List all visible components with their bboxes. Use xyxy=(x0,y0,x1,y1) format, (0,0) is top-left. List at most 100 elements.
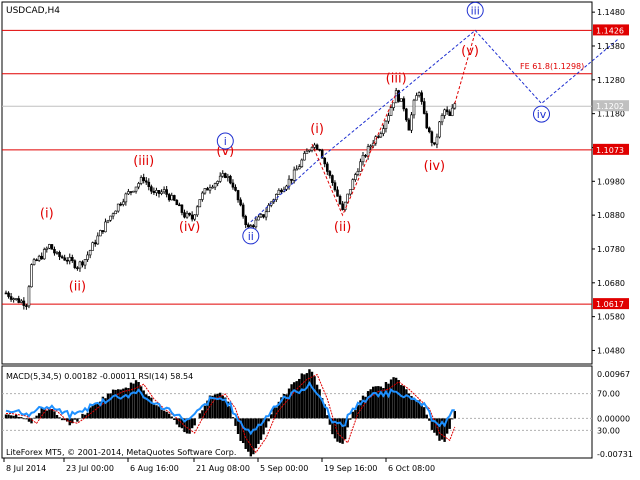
candle-body xyxy=(218,175,222,182)
candle-body xyxy=(55,252,59,254)
candle-body xyxy=(445,109,449,113)
candle-body xyxy=(175,199,179,206)
time-label-5: 19 Sep 16:00 xyxy=(324,464,377,473)
candle-body xyxy=(193,214,196,220)
candle-body xyxy=(91,242,94,251)
candle-body xyxy=(308,149,311,152)
candle-body xyxy=(389,107,393,116)
red-wave-label-0: (i) xyxy=(40,207,54,222)
blue-wave-circle-1 xyxy=(242,227,260,245)
wave-labels: (i)(ii)(iii)(iv)(v)(i)(ii)(iii)(iv)(v)ii… xyxy=(40,1,550,294)
blue-wave-label-3: iv xyxy=(537,108,547,121)
candle-body xyxy=(438,121,441,138)
candle-body xyxy=(50,244,54,250)
candle-body xyxy=(124,193,128,203)
candle-body xyxy=(224,173,227,178)
candle-body xyxy=(254,219,258,228)
candle-body xyxy=(410,114,413,131)
candle-body xyxy=(417,92,421,96)
candle-body xyxy=(206,188,209,191)
price-axis: 1.14801.13801.12801.11801.10801.09801.08… xyxy=(592,8,629,355)
candle-body xyxy=(119,203,123,206)
red-wave-connector xyxy=(311,93,397,217)
candle-body xyxy=(384,120,388,129)
candle-body xyxy=(170,195,174,201)
candle-body xyxy=(35,259,38,262)
candle-body xyxy=(83,259,87,266)
candle-body xyxy=(101,230,105,233)
price-tag-label-1: 1.1202 xyxy=(596,102,624,111)
candle-body xyxy=(336,189,339,197)
horizontal-levels xyxy=(2,29,592,305)
candle-body xyxy=(7,292,10,297)
price-tick-label-7: 1.0780 xyxy=(597,245,625,254)
candle-body xyxy=(397,90,401,102)
candle-body xyxy=(165,189,168,195)
candle-body xyxy=(173,195,176,201)
blue-wave-circle-2 xyxy=(466,1,484,19)
candle-body xyxy=(343,201,347,210)
time-label-1: 23 Jul 00:00 xyxy=(66,464,114,473)
candle-body xyxy=(371,142,375,147)
copyright-text: LiteForex MT5, © 2001-2014, MetaQuotes S… xyxy=(6,448,236,457)
candle-body xyxy=(109,215,112,221)
candle-body xyxy=(338,195,342,205)
candle-body xyxy=(203,188,207,194)
candle-body xyxy=(17,298,21,303)
candle-body xyxy=(48,244,51,249)
candle-body xyxy=(450,107,454,116)
candle-body xyxy=(96,235,100,245)
candle-body xyxy=(325,163,329,172)
red-wave-label-3: (iv) xyxy=(179,220,200,235)
candle-body xyxy=(234,186,237,191)
blue-wave-circle-0 xyxy=(216,132,234,150)
candle-body xyxy=(310,147,314,151)
candle-body xyxy=(407,119,411,131)
candle-body xyxy=(300,159,304,167)
candle-body xyxy=(374,136,378,144)
candle-body xyxy=(292,169,296,181)
candle-body xyxy=(402,98,406,110)
blue-wave-label-0: i xyxy=(224,135,227,148)
candle-body xyxy=(415,95,418,101)
candle-body xyxy=(257,216,260,221)
candle-body xyxy=(239,199,242,206)
candle-body xyxy=(297,166,301,170)
candle-body xyxy=(369,145,372,148)
indicator-tick-label-0: 0.00967 xyxy=(597,370,630,379)
candle-body xyxy=(435,136,439,145)
candle-body xyxy=(379,133,383,138)
candle-body xyxy=(252,225,255,228)
candle-body xyxy=(68,257,72,262)
red-wave-label-8: (iv) xyxy=(424,159,445,174)
candle-body xyxy=(42,249,46,260)
candle-body xyxy=(144,180,148,183)
candle-body xyxy=(323,157,327,165)
candle-body xyxy=(76,267,79,270)
fe-label: FE 61.8(1.1298) xyxy=(520,62,584,71)
candle-body xyxy=(157,190,161,194)
candle-body xyxy=(14,298,18,300)
candle-body xyxy=(249,225,253,228)
time-label-6: 6 Oct 08:00 xyxy=(388,464,435,473)
candle-body xyxy=(99,230,102,237)
candle-body xyxy=(348,189,352,195)
candle-body xyxy=(226,175,230,178)
candle-body xyxy=(116,203,120,212)
indicator-tick-label-3: 30.00 xyxy=(597,426,620,435)
candle-body xyxy=(259,214,263,218)
candle-body xyxy=(236,190,240,201)
candle-body xyxy=(320,149,324,159)
price-candles xyxy=(4,87,457,310)
candle-body xyxy=(63,257,66,261)
candle-body xyxy=(114,210,117,215)
candle-body xyxy=(399,98,403,102)
candle-body xyxy=(78,261,82,269)
candle-body xyxy=(422,101,426,114)
time-axis: 8 Jul 2014 23 Jul 00:00 6 Aug 16:00 21 Aug … xyxy=(3,458,435,473)
candle-body xyxy=(361,154,365,163)
candle-body xyxy=(351,179,355,190)
candle-body xyxy=(331,175,334,183)
